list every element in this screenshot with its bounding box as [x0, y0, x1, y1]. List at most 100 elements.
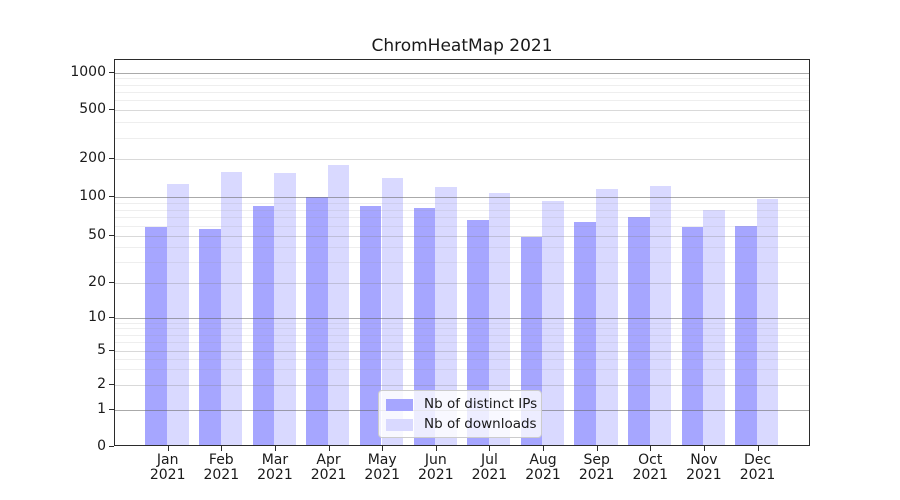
gridline-y-600 — [115, 100, 809, 102]
bar-downloads-apr — [327, 164, 350, 445]
y-tick-mark-0 — [109, 445, 114, 447]
x-tick-year: 2021 — [686, 467, 722, 483]
gridline-y-500 — [115, 110, 809, 112]
x-tick-label-jul: Jul 2021 — [461, 453, 517, 483]
legend-swatch-icon — [386, 419, 413, 431]
x-tick-month: Jul — [480, 452, 498, 468]
x-tick-month: May — [367, 452, 397, 468]
bar-distinct-ips-jan — [145, 226, 167, 445]
gridline-y-100 — [115, 197, 809, 198]
x-tick-year: 2021 — [578, 467, 615, 483]
y-tick-label-5: 5 — [97, 341, 106, 358]
bar-downloads-feb — [220, 172, 243, 445]
x-tick-month: Nov — [690, 452, 718, 468]
x-tick-year: 2021 — [310, 467, 347, 483]
y-tick-mark-100 — [109, 196, 114, 197]
y-tick-mark-2 — [109, 383, 114, 385]
x-tick-mark-jan — [167, 446, 169, 451]
gridline-y-700 — [115, 92, 809, 94]
x-tick-month: Aug — [529, 452, 557, 468]
legend-item: Nb of downloads — [386, 416, 537, 433]
gridline-y-200 — [115, 159, 809, 161]
x-tick-label-apr: Apr 2021 — [301, 453, 357, 483]
x-tick-month: Mar — [261, 452, 289, 468]
y-tick-label-0: 0 — [97, 437, 106, 454]
y-tick-label-50: 50 — [88, 227, 106, 243]
x-tick-mark-jun — [435, 446, 437, 451]
y-tick-label-200: 200 — [79, 150, 106, 167]
x-tick-label-may: May 2021 — [354, 453, 410, 483]
legend-item: Nb of distinct IPs — [386, 396, 538, 413]
x-tick-mark-sep — [596, 446, 598, 451]
bar-distinct-ips-nov — [681, 226, 704, 445]
x-tick-mark-dec — [757, 446, 759, 451]
bar-distinct-ips-jun — [413, 208, 436, 445]
y-tick-mark-20 — [109, 281, 114, 283]
y-tick-label-100: 100 — [79, 188, 106, 204]
x-tick-label-nov: Nov 2021 — [676, 453, 732, 483]
bar-downloads-jul — [488, 193, 511, 445]
x-tick-year: 2021 — [203, 467, 240, 483]
x-tick-month: Jun — [424, 452, 447, 468]
gridline-y-300 — [115, 137, 809, 139]
bar-distinct-ips-oct — [628, 216, 650, 445]
gridline-y-400 — [115, 122, 809, 124]
bar-downloads-jan — [167, 183, 189, 445]
x-tick-label-feb: Feb 2021 — [193, 453, 249, 483]
y-tick-mark-500 — [109, 109, 114, 111]
legend-swatch-icon — [386, 399, 413, 411]
legend-label: Nb of downloads — [424, 416, 537, 433]
bar-distinct-ips-feb — [199, 228, 221, 445]
x-tick-mark-may — [382, 446, 384, 451]
gridline-y-900 — [115, 78, 809, 80]
x-tick-label-jan: Jan 2021 — [140, 453, 196, 483]
x-tick-label-aug: Aug 2021 — [515, 453, 571, 483]
x-tick-year: 2021 — [525, 467, 561, 483]
x-tick-month: Jan — [156, 452, 179, 468]
y-tick-mark-1 — [109, 408, 114, 410]
x-tick-year: 2021 — [257, 467, 293, 483]
x-tick-month: Oct — [638, 452, 663, 468]
x-tick-mark-jul — [489, 446, 491, 451]
x-tick-label-jun: Jun 2021 — [408, 453, 464, 483]
x-tick-month: Dec — [743, 452, 772, 468]
legend-label: Nb of distinct IPs — [424, 396, 538, 413]
x-tick-mark-oct — [650, 446, 652, 451]
x-tick-year: 2021 — [417, 467, 454, 483]
y-tick-label-2: 2 — [97, 375, 106, 392]
x-tick-month: Sep — [583, 452, 610, 468]
y-tick-label-500: 500 — [79, 101, 106, 118]
plot-area — [114, 59, 810, 446]
y-tick-mark-50 — [109, 235, 114, 236]
bar-distinct-ips-jul — [467, 220, 489, 445]
bar-downloads-dec — [756, 199, 779, 445]
bar-distinct-ips-dec — [735, 225, 757, 445]
x-tick-mark-apr — [328, 446, 330, 451]
x-tick-month: Apr — [316, 452, 341, 468]
bar-downloads-nov — [703, 209, 725, 445]
bar-downloads-may — [381, 178, 404, 445]
bar-downloads-jun — [435, 186, 457, 445]
x-tick-year: 2021 — [364, 467, 400, 483]
x-tick-mark-feb — [221, 446, 223, 451]
chart-title: ChromHeatMap 2021 — [371, 36, 553, 56]
y-tick-mark-5 — [109, 349, 114, 351]
x-tick-mark-aug — [543, 446, 545, 451]
bar-distinct-ips-may — [359, 205, 382, 445]
bar-downloads-aug — [542, 200, 564, 445]
y-tick-label-1000: 1000 — [70, 63, 106, 80]
gridline-y-800 — [115, 84, 809, 86]
gridline-y-1000 — [115, 72, 809, 74]
x-tick-label-oct: Oct 2021 — [622, 453, 678, 483]
x-tick-year: 2021 — [471, 467, 508, 483]
y-tick-label-20: 20 — [88, 273, 106, 290]
bar-distinct-ips-mar — [252, 206, 275, 445]
x-tick-label-dec: Dec 2021 — [730, 453, 786, 483]
x-tick-year: 2021 — [149, 467, 186, 483]
y-tick-label-1: 1 — [97, 400, 106, 417]
bar-downloads-oct — [649, 185, 672, 445]
x-tick-mark-nov — [703, 446, 705, 451]
bar-distinct-ips-apr — [306, 197, 328, 445]
bar-distinct-ips-sep — [574, 221, 596, 445]
